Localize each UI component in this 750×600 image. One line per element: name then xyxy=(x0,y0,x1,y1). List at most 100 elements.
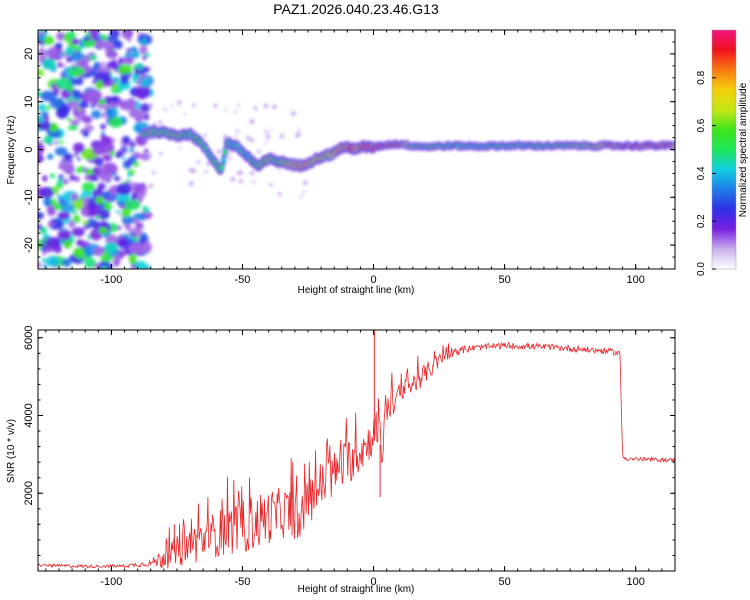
noise-blob xyxy=(140,232,147,238)
noise-blob xyxy=(126,37,132,42)
noise-blob xyxy=(111,95,120,103)
noise-blob xyxy=(47,221,55,227)
noise-blob xyxy=(102,154,113,162)
noise-blob xyxy=(269,183,273,187)
noise-blob xyxy=(38,116,44,123)
noise-blob xyxy=(82,207,89,214)
noise-blob xyxy=(41,258,48,263)
noise-blob xyxy=(57,229,72,241)
noise-blob xyxy=(191,103,196,108)
noise-blob xyxy=(236,172,240,175)
colorbar-frame xyxy=(711,29,737,270)
snr-series-line xyxy=(38,341,675,569)
noise-blob xyxy=(133,213,143,220)
noise-blob xyxy=(121,215,135,225)
noise-blob xyxy=(67,100,79,109)
noise-blob xyxy=(98,142,115,154)
y-tick-label: -20 xyxy=(23,237,35,253)
noise-blob xyxy=(70,124,78,131)
noise-blob xyxy=(302,190,306,194)
x-tick-label: -50 xyxy=(235,274,251,286)
noise-blob xyxy=(58,174,64,180)
noise-blob xyxy=(126,159,132,165)
noise-blob xyxy=(118,64,132,75)
noise-blob xyxy=(38,103,46,112)
noise-blob xyxy=(106,108,115,118)
noise-blob xyxy=(48,122,59,133)
noise-blob xyxy=(177,100,182,105)
noise-blob xyxy=(265,134,271,140)
noise-blob xyxy=(249,170,255,176)
noise-blob xyxy=(126,178,131,183)
noise-blob xyxy=(42,175,48,182)
noise-blob xyxy=(133,109,146,121)
noise-blob xyxy=(49,173,56,179)
noise-blob xyxy=(82,130,90,138)
noise-blob xyxy=(277,192,282,197)
noise-blob xyxy=(139,45,148,55)
noise-blob xyxy=(142,205,147,210)
noise-blob xyxy=(91,188,104,199)
noise-blob xyxy=(92,246,105,257)
noise-blob xyxy=(133,161,139,167)
noise-blob xyxy=(116,192,131,203)
noise-blob xyxy=(74,46,83,53)
noise-blob xyxy=(40,139,43,143)
noise-blob xyxy=(134,184,143,193)
noise-blob xyxy=(84,257,96,269)
colorbar-tick-label: 0.0 xyxy=(696,262,707,276)
noise-blob xyxy=(112,76,120,83)
noise-blob xyxy=(188,168,194,173)
colorbar: 0.0 0.2 0.4 0.6 0.8 Normalized spectral ampl… xyxy=(696,29,749,276)
noise-blob xyxy=(122,156,126,160)
snr-frame xyxy=(37,329,676,572)
colorbar-label: Normalized spectral amplitude xyxy=(738,82,749,217)
noise-blob xyxy=(163,107,167,111)
y-tick-label: 0 xyxy=(23,146,35,152)
noise-blob xyxy=(203,133,207,137)
noise-blob xyxy=(53,203,62,211)
spectrogram-ylabel: Frequency (Hz) xyxy=(6,116,17,185)
noise-blob xyxy=(106,35,113,43)
noise-blob xyxy=(44,105,51,111)
noise-blob xyxy=(97,182,106,190)
noise-blob xyxy=(291,111,296,116)
noise-blob xyxy=(74,152,78,157)
noise-blob xyxy=(60,202,75,213)
noise-blob xyxy=(67,31,76,38)
noise-blob xyxy=(38,143,45,155)
noise-blob xyxy=(91,109,102,119)
noise-blob xyxy=(56,106,69,119)
noise-blob xyxy=(238,179,244,184)
noise-blob xyxy=(71,65,77,70)
noise-blob xyxy=(75,77,84,86)
noise-blob xyxy=(101,61,105,66)
noise-blob xyxy=(106,61,116,69)
x-tick-label: 100 xyxy=(626,576,644,588)
noise-blob xyxy=(82,115,93,124)
noise-blob xyxy=(144,148,149,153)
noise-blob xyxy=(93,212,99,217)
noise-blob xyxy=(235,129,240,133)
noise-blob xyxy=(130,192,138,201)
noise-blob xyxy=(230,176,236,182)
noise-blob xyxy=(257,149,261,154)
noise-blob xyxy=(70,52,82,62)
noise-blob xyxy=(131,256,135,261)
noise-blob xyxy=(78,74,84,79)
colorbar-gradient xyxy=(712,30,736,269)
colorbar-tick-label: 0.2 xyxy=(696,214,707,228)
noise-blob xyxy=(121,32,127,39)
noise-blob xyxy=(81,182,96,193)
noise-blob xyxy=(236,103,240,107)
noise-blob xyxy=(39,30,46,36)
noise-blob xyxy=(126,98,137,109)
noise-blob xyxy=(38,154,44,163)
noise-blob xyxy=(38,223,43,231)
noise-blob xyxy=(57,62,63,68)
colorbar-tick-label: 0.6 xyxy=(696,118,707,132)
noise-blob xyxy=(127,242,146,255)
noise-blob xyxy=(188,181,194,187)
noise-blob xyxy=(224,108,228,111)
y-tick-label: 6000 xyxy=(23,326,35,350)
